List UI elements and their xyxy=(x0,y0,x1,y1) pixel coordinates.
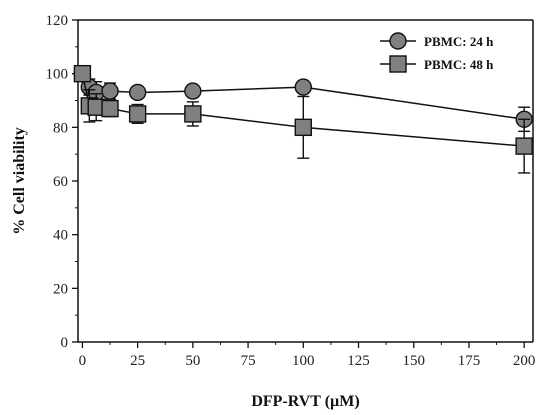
legend: PBMC: 24 h PBMC: 48 h xyxy=(380,32,494,73)
y-tick-label: 120 xyxy=(46,13,69,29)
data-point-circle xyxy=(101,82,119,100)
legend-marker-circle xyxy=(389,32,407,50)
y-tick-label: 20 xyxy=(53,281,68,297)
data-point-square xyxy=(294,118,312,137)
chart-marks xyxy=(73,64,533,174)
x-tick-label: 175 xyxy=(458,353,481,369)
x-axis-label: DFP-RVT (µM) xyxy=(251,393,359,410)
y-tick-label: 80 xyxy=(53,120,68,136)
y-tick-label: 100 xyxy=(46,67,69,83)
data-point-square xyxy=(515,137,533,155)
legend-label: PBMC: 24 h xyxy=(424,34,494,49)
data-point-square xyxy=(101,99,119,118)
y-tick-label: 40 xyxy=(53,228,68,244)
x-tick-label: 25 xyxy=(130,353,145,369)
x-tick-label: 125 xyxy=(347,353,370,369)
x-tick-label: 0 xyxy=(79,353,87,369)
data-point-square xyxy=(128,105,147,123)
legend-marker-square xyxy=(389,55,407,73)
y-tick-label: 0 xyxy=(61,335,69,351)
legend-label: PBMC: 48 h xyxy=(424,57,494,72)
x-tick-label: 100 xyxy=(292,353,315,369)
series-48h xyxy=(73,64,533,174)
data-point-circle xyxy=(294,78,312,96)
y-tick-label: 60 xyxy=(53,174,68,190)
x-tick-label: 200 xyxy=(513,353,536,369)
data-point-circle xyxy=(128,83,147,102)
legend-item: PBMC: 24 h xyxy=(380,32,494,50)
data-point-square xyxy=(184,105,202,123)
data-point-circle xyxy=(184,82,202,100)
axes: 0 20 40 60 80 100 120 0 25 50 75 100 125 150 175 200 xyxy=(46,13,536,369)
y-axis-label: % Cell viability xyxy=(11,127,28,235)
legend-item: PBMC: 48 h xyxy=(380,55,494,73)
data-point-square xyxy=(73,64,92,83)
x-tick-label: 75 xyxy=(241,353,256,369)
x-tick-label: 50 xyxy=(185,353,200,369)
x-tick-label: 150 xyxy=(402,353,425,369)
